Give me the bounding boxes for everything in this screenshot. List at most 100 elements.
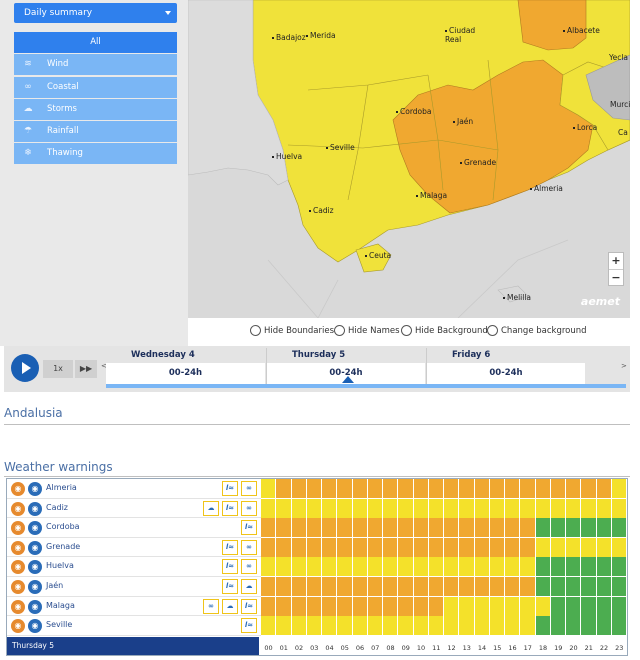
hour-cell[interactable] [398,596,414,616]
hour-cell[interactable] [566,479,582,498]
hour-cell[interactable] [261,557,277,577]
feed-icon[interactable]: ◉ [28,482,42,496]
hour-cell[interactable] [581,518,597,538]
hour-cell[interactable] [474,616,490,636]
hour-cell[interactable] [276,616,292,636]
hour-cell[interactable] [581,537,597,557]
feed-icon[interactable]: ◉ [28,619,42,634]
hour-cell[interactable] [413,577,429,596]
hour-cell[interactable] [535,577,551,596]
hour-cell[interactable] [337,537,353,557]
province-name[interactable]: Cadiz [46,502,68,512]
hour-cell[interactable] [367,557,383,577]
hour-cell[interactable] [520,616,536,636]
hour-cell[interactable] [489,498,505,518]
hour-cell[interactable] [505,557,521,577]
menu-item-wind[interactable]: ≋ Wind [14,54,177,76]
hour-cell[interactable] [276,537,292,557]
hour-cell[interactable] [261,537,277,557]
hour-cell[interactable] [505,537,521,557]
hour-cell[interactable] [276,577,292,596]
zoom-out-button[interactable]: − [609,269,623,285]
hour-cell[interactable] [322,498,338,518]
hour-cell[interactable] [337,557,353,577]
hour-cell[interactable] [535,596,551,616]
speed-button[interactable]: 1x [43,360,73,378]
hour-cell[interactable] [291,537,307,557]
hour-cell[interactable] [611,557,627,577]
hour-cell[interactable] [306,596,322,616]
hour-cell[interactable] [352,498,368,518]
hour-cell[interactable] [352,596,368,616]
hour-cell[interactable] [383,557,399,577]
hour-cell[interactable] [322,537,338,557]
hour-cell[interactable] [337,498,353,518]
hour-cell[interactable] [581,577,597,596]
hour-cell[interactable] [444,537,460,557]
hour-cell[interactable] [306,479,322,498]
menu-item-coastal[interactable]: ∞ Coastal [14,76,177,98]
hide-names-checkbox[interactable]: Hide Names [334,325,400,336]
hour-cell[interactable] [352,537,368,557]
hour-cell[interactable] [474,537,490,557]
hour-cell[interactable] [291,479,307,498]
hour-cell[interactable] [566,518,582,538]
hour-cell[interactable] [489,557,505,577]
hour-cell[interactable] [291,577,307,596]
menu-item-storms[interactable]: ☁ Storms [14,98,177,120]
hour-cell[interactable] [444,557,460,577]
hour-cell[interactable] [581,479,597,498]
hour-cell[interactable] [474,518,490,538]
rss-icon[interactable]: ◉ [11,540,25,555]
menu-item-thawing[interactable]: ❄ Thawing [14,143,177,165]
hour-cell[interactable] [261,596,277,616]
hour-cell[interactable] [505,596,521,616]
hour-cell[interactable] [367,479,383,498]
hour-cell[interactable] [596,518,612,538]
hour-cell[interactable] [413,498,429,518]
timeline-prev-button[interactable]: < [101,362,107,370]
rss-icon[interactable]: ◉ [11,580,25,594]
hour-cell[interactable] [398,498,414,518]
hour-cell[interactable] [276,479,292,498]
hour-cell[interactable] [398,616,414,636]
hide-background-checkbox[interactable]: Hide Background [401,325,488,336]
hour-cell[interactable] [611,577,627,596]
menu-item-rainfall[interactable]: ☂ Rainfall [14,121,177,143]
hour-cell[interactable] [276,596,292,616]
hour-cell[interactable] [428,596,444,616]
hour-cell[interactable] [489,518,505,538]
hour-cell[interactable] [611,596,627,616]
province-name[interactable]: Cordoba [46,522,80,532]
hour-cell[interactable] [459,518,475,538]
hour-cell[interactable] [352,557,368,577]
province-name[interactable]: Huelva [46,561,74,571]
hour-cell[interactable] [566,537,582,557]
hour-cell[interactable] [306,518,322,538]
fast-forward-button[interactable]: ▶▶ [75,360,97,378]
province-name[interactable]: Malaga [46,600,75,610]
rss-icon[interactable]: ◉ [11,501,25,516]
hour-cell[interactable] [520,537,536,557]
hour-cell[interactable] [611,498,627,518]
hour-cell[interactable] [337,479,353,498]
hour-cell[interactable] [306,537,322,557]
hour-cell[interactable] [550,577,566,596]
hour-cell[interactable] [428,577,444,596]
hour-cell[interactable] [581,498,597,518]
timeline-bar[interactable] [106,384,626,388]
province-name[interactable]: Almeria [46,483,77,492]
hour-cell[interactable] [566,557,582,577]
hour-cell[interactable] [413,616,429,636]
hour-cell[interactable] [413,596,429,616]
hour-cell[interactable] [596,498,612,518]
play-button[interactable] [11,354,39,382]
hour-cell[interactable] [322,577,338,596]
feed-icon[interactable]: ◉ [28,501,42,516]
hour-cell[interactable] [459,498,475,518]
hour-cell[interactable] [505,616,521,636]
rss-icon[interactable]: ◉ [11,599,25,614]
hour-cell[interactable] [367,537,383,557]
hour-cell[interactable] [444,479,460,498]
hour-cell[interactable] [459,577,475,596]
